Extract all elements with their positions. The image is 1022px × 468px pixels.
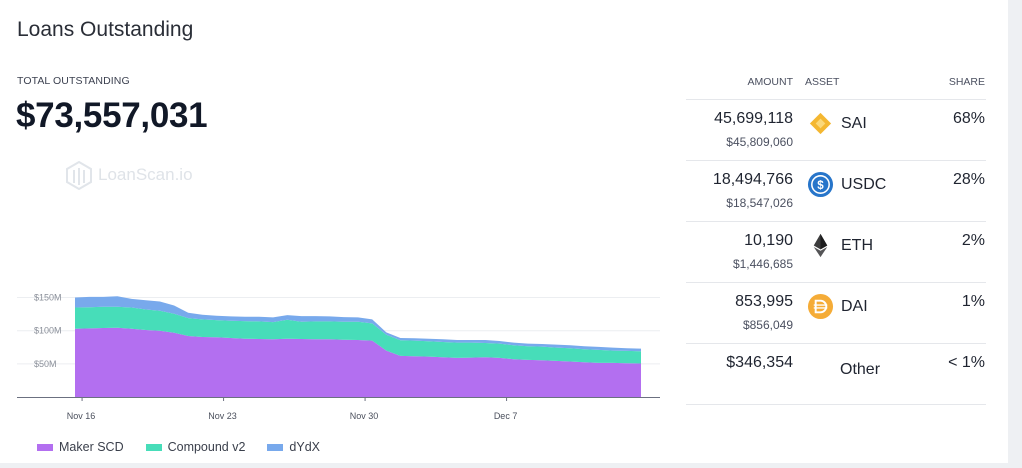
table-row-eth[interactable]: 10,190 $1,446,685 ETH 2%: [686, 222, 986, 283]
header-share: SHARE: [948, 76, 985, 88]
amount-value: 45,699,118: [714, 110, 793, 127]
header-amount: AMOUNT: [747, 76, 794, 88]
x-tick-label: Dec 7: [494, 411, 518, 421]
amount-value: 18,494,766: [712, 171, 793, 188]
loans-area-chart: $50M $100M $150M Nov 16 Nov 23 Nov 30 Dec 7: [17, 293, 660, 421]
share-value: 68%: [952, 110, 985, 127]
table-row-sai[interactable]: 45,699,118 $45,809,060 SAI 68%: [686, 100, 986, 161]
area-compound-v2[interactable]: [75, 306, 641, 364]
table-row-dai[interactable]: 853,995 $856,049 DAI 1%: [686, 283, 986, 344]
share-value: 2%: [961, 232, 985, 249]
x-tick-label: Nov 23: [208, 411, 237, 421]
asset-name: Other: [840, 361, 881, 378]
table-row-other[interactable]: $346,354 Other < 1%: [686, 344, 986, 405]
asset-name: DAI: [841, 298, 868, 315]
asset-name: SAI: [841, 115, 867, 132]
bottom-panel-edge: [0, 463, 1008, 468]
total-outstanding-value: $73,557,031: [16, 96, 208, 135]
right-panel-edge: [1008, 0, 1022, 468]
x-tick-label: Nov 16: [67, 411, 96, 421]
table-header: AMOUNT ASSET SHARE: [686, 70, 986, 100]
usdc-icon: $: [807, 171, 834, 198]
usd-value: $1,446,685: [732, 257, 793, 271]
usd-value: $856,049: [742, 318, 793, 332]
area-dydx[interactable]: [75, 296, 641, 352]
y-tick-label: $50M: [34, 359, 57, 369]
total-outstanding-label: TOTAL OUTSTANDING: [17, 75, 130, 87]
legend-label-compound: Compound v2: [167, 440, 246, 454]
legend-swatch-compound: [145, 443, 162, 451]
legend-label-dydx: dYdX: [289, 440, 321, 454]
y-tick-label: $100M: [34, 326, 62, 336]
sai-icon: [809, 112, 832, 135]
loanscan-logo-icon: [66, 160, 92, 190]
table-row-usdc[interactable]: 18,494,766 $18,547,026 $ USDC 28%: [686, 161, 986, 222]
usd-value: $45,809,060: [726, 135, 793, 149]
eth-icon: [813, 233, 828, 258]
legend-item-dydx[interactable]: dYdX: [267, 440, 320, 454]
watermark-text: LoanScan.io: [98, 165, 193, 184]
asset-name: USDC: [841, 176, 887, 193]
share-value: < 1%: [948, 354, 985, 371]
chart-legend: Maker SCD Compound v2 dYdX: [37, 440, 320, 454]
amount-value: 10,190: [744, 232, 793, 249]
usd-value: $18,547,026: [726, 196, 793, 210]
asset-name: ETH: [841, 237, 873, 254]
legend-item-maker[interactable]: Maker SCD: [37, 440, 124, 454]
svg-text:$: $: [817, 180, 824, 192]
page-title: Loans Outstanding: [17, 18, 194, 41]
legend-item-compound[interactable]: Compound v2: [145, 440, 246, 454]
legend-swatch-dydx: [267, 443, 284, 451]
legend-label-maker: Maker SCD: [59, 440, 124, 454]
y-tick-label: $150M: [34, 293, 62, 303]
area-maker-scd[interactable]: [75, 327, 641, 397]
assets-table: AMOUNT ASSET SHARE 45,699,118 $45,809,06…: [686, 70, 986, 405]
amount-value: $346,354: [726, 354, 793, 371]
header-asset: ASSET: [805, 76, 840, 88]
amount-value: 853,995: [735, 293, 793, 310]
share-value: 1%: [961, 293, 985, 310]
share-value: 28%: [952, 171, 985, 188]
x-tick-label: Nov 30: [350, 411, 379, 421]
watermark: LoanScan.io: [64, 160, 193, 190]
dai-icon: [807, 293, 834, 320]
legend-swatch-maker: [37, 443, 53, 451]
